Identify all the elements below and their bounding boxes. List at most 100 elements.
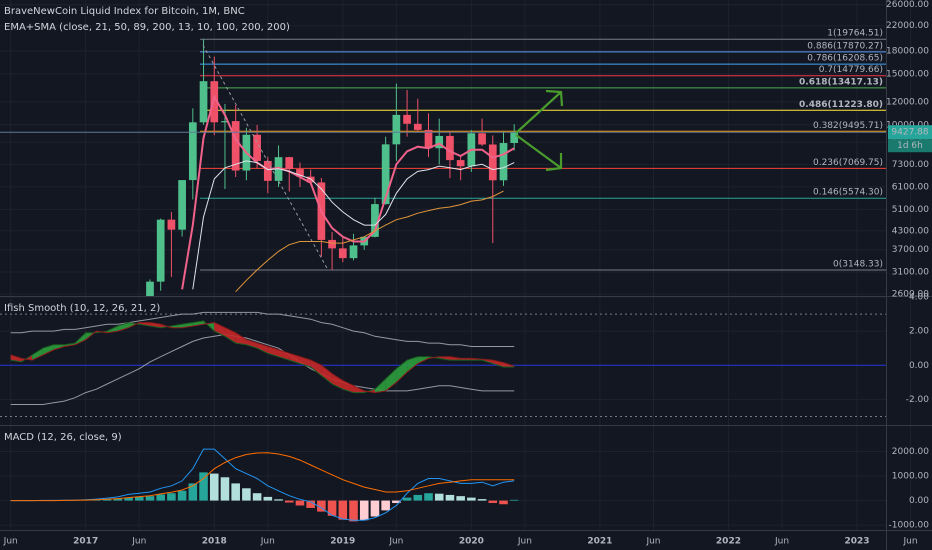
histogram-bar <box>338 500 348 520</box>
histogram-bar <box>188 483 198 501</box>
histogram-bar <box>263 496 273 501</box>
x-tick-label: Jun <box>260 537 275 547</box>
candle-body <box>381 144 390 205</box>
fib-label: 0.618(13417.13) <box>799 77 883 87</box>
arrows <box>515 89 564 172</box>
fib-label: 0.146(5574.30) <box>813 188 883 198</box>
x-tick-label: Jun <box>774 537 789 547</box>
x-tick-label: 2023 <box>844 537 869 547</box>
candle-body <box>210 81 219 123</box>
x-tick-label: Jun <box>3 537 18 547</box>
histogram-bar <box>177 490 187 501</box>
candle-body <box>478 133 486 145</box>
candle-body <box>413 123 422 130</box>
arrow-down <box>515 134 562 169</box>
histogram-bar <box>242 488 251 501</box>
y-tick-label: -2.00 <box>906 395 930 405</box>
histogram-bar <box>467 497 476 501</box>
fish-fill <box>214 322 225 337</box>
fib-label: 0.382(9495.71) <box>813 121 883 131</box>
x-tick-label: 2017 <box>73 537 98 547</box>
histogram-bar <box>456 496 465 501</box>
band-line <box>10 311 515 347</box>
arrow-up-head <box>545 89 564 107</box>
candle-body <box>446 135 454 161</box>
histogram-bar <box>134 496 144 501</box>
histogram-bar <box>199 472 208 501</box>
x-tick-label: 2019 <box>330 537 355 547</box>
histogram-bar <box>381 500 390 511</box>
y-tick-label: 18000.00 <box>886 46 929 56</box>
histogram-bar <box>167 493 176 501</box>
y-tick-label: 2.00 <box>909 327 929 337</box>
candle-body <box>188 122 197 181</box>
fib-label: 0.486(11223.80) <box>799 100 883 110</box>
x-tick-label: Jun <box>388 537 403 547</box>
y-tick-label: 3700.00 <box>892 245 929 255</box>
histogram-bar <box>145 496 155 501</box>
arrow-down-head <box>545 153 563 172</box>
histogram-bar <box>102 499 112 501</box>
candle-body <box>178 180 186 230</box>
histogram-bar <box>284 500 294 503</box>
x-tick-label: 2021 <box>587 537 612 547</box>
y-tick-label: 26000.00 <box>886 0 929 10</box>
fib-label: 0.236(7069.75) <box>813 158 883 168</box>
x-tick-label: Jun <box>645 537 660 547</box>
histogram-bar <box>295 500 305 506</box>
arrow-up <box>515 91 562 134</box>
candle-body <box>392 114 401 145</box>
y-tick-label: 22000.00 <box>886 21 929 31</box>
fib-label: 0.786(16208.65) <box>807 54 883 64</box>
candle-body <box>167 219 176 230</box>
histogram-bar <box>413 494 423 501</box>
y-tick-label: 0.00 <box>909 361 929 371</box>
x-tick-label: Jun <box>517 537 532 547</box>
countdown-marker <box>888 139 932 153</box>
fib-label: 0(3148.33) <box>833 260 883 270</box>
ifish-pane <box>0 311 886 417</box>
candle-body <box>403 114 411 124</box>
x-tick-label: Jun <box>903 537 918 547</box>
last-price-marker <box>888 125 932 140</box>
histogram-bar <box>434 493 444 501</box>
fish-fill <box>492 360 504 367</box>
chart-title: BraveNewCoin Liquid Index for Bitcoin, 1… <box>4 6 245 17</box>
x-tick-label: Jun <box>131 537 146 547</box>
candle-body <box>199 81 208 123</box>
histogram-bar <box>220 477 230 501</box>
candle-body <box>253 134 261 161</box>
candle-body <box>499 143 508 181</box>
x-tick-label: 2018 <box>202 537 227 547</box>
y-tick-label: 15000.00 <box>886 69 929 79</box>
grid <box>0 0 912 530</box>
y-tick-label: 2000.00 <box>892 447 929 457</box>
fish-fill <box>257 343 268 354</box>
fib-label: 0.886(17870.27) <box>807 41 883 51</box>
fish-fill <box>246 339 258 349</box>
price-pane: 1(19764.51) 0.886(17870.27) 0.786(16208.65… <box>0 29 886 296</box>
moving-average <box>192 160 515 290</box>
candle-body <box>424 129 433 149</box>
fib-label: 0.7(14779.66) <box>819 65 883 75</box>
histogram-bar <box>445 494 455 501</box>
indicator-title: Ifish Smooth (10, 12, 26, 21, 2) <box>4 303 160 314</box>
y-tick-label: 5100.00 <box>892 205 929 215</box>
candle-body <box>456 160 465 167</box>
histogram-bar <box>424 493 433 501</box>
histogram-bar <box>327 500 337 516</box>
fish-fill <box>235 332 247 345</box>
x-tick-label: 2022 <box>716 537 741 547</box>
fish-fill <box>32 348 43 361</box>
y-tick-label: 4300.00 <box>892 226 929 236</box>
candle-body <box>231 121 240 171</box>
histogram-bar <box>477 499 487 501</box>
candle-body <box>156 219 165 282</box>
histogram-bar <box>209 473 219 501</box>
y-tick-label: 3100.00 <box>892 267 929 277</box>
candle-body <box>221 121 229 123</box>
y-tick-label: 4.00 <box>909 293 929 303</box>
histogram-bar <box>509 499 519 501</box>
